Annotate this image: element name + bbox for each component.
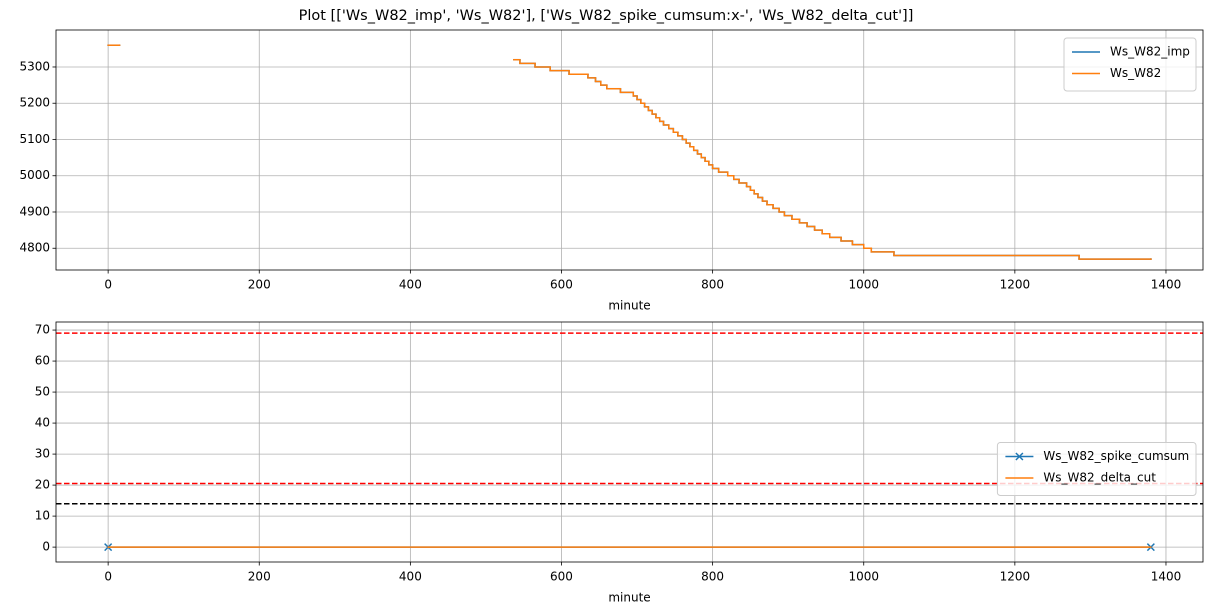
y-tick-label: 70 bbox=[35, 323, 50, 337]
legend-label: Ws_W82 bbox=[1110, 66, 1161, 80]
y-tick-label: 4800 bbox=[19, 241, 50, 255]
x-axis-label: minute bbox=[608, 299, 650, 313]
x-tick-label: 1400 bbox=[1151, 570, 1182, 584]
x-tick-label: 200 bbox=[248, 278, 271, 292]
y-tick-label: 4900 bbox=[19, 204, 50, 218]
x-tick-label: 1400 bbox=[1151, 278, 1182, 292]
x-tick-label: 1000 bbox=[848, 570, 879, 584]
axes-frame bbox=[55, 29, 1204, 271]
x-tick-label: 1200 bbox=[1000, 570, 1031, 584]
y-tick-label: 5100 bbox=[19, 132, 50, 146]
x-tick-label: 1000 bbox=[848, 278, 879, 292]
x-tick-label: 600 bbox=[550, 570, 573, 584]
y-tick-label: 5300 bbox=[19, 59, 50, 73]
x-tick-label: 200 bbox=[248, 570, 271, 584]
x-tick-label: 400 bbox=[399, 570, 422, 584]
legend: Ws_W82_spike_cumsum Ws_W82_delta_cut bbox=[996, 442, 1197, 496]
x-axis-label: minute bbox=[608, 591, 650, 605]
x-tick-label: 800 bbox=[701, 570, 724, 584]
legend: Ws_W82_imp Ws_W82 bbox=[1063, 37, 1197, 92]
x-tick-label: 0 bbox=[104, 278, 112, 292]
y-tick-label: 30 bbox=[35, 447, 50, 461]
plot-area bbox=[56, 332, 1203, 552]
legend-box bbox=[996, 442, 1197, 496]
y-tick-label: 40 bbox=[35, 416, 50, 430]
x-tick-label: 1200 bbox=[1000, 278, 1031, 292]
legend-label: Ws_W82_imp bbox=[1110, 45, 1190, 59]
y-tick-label: 50 bbox=[35, 385, 50, 399]
y-tick-label: 0 bbox=[42, 540, 50, 554]
y-tick-label: 20 bbox=[35, 478, 50, 492]
figure-title: Plot [['Ws_W82_imp', 'Ws_W82'], ['Ws_W82… bbox=[299, 8, 914, 24]
point bbox=[107, 546, 109, 548]
y-tick-label: 5200 bbox=[19, 96, 50, 110]
y-tick-label: 10 bbox=[35, 509, 50, 523]
plot-area bbox=[107, 44, 1152, 260]
x-tick-label: 600 bbox=[550, 278, 573, 292]
x-tick-label: 800 bbox=[701, 278, 724, 292]
axes-frame bbox=[55, 321, 1204, 563]
legend-label: Ws_W82_delta_cut bbox=[1043, 471, 1156, 485]
legend-label: Ws_W82_spike_cumsum bbox=[1043, 449, 1189, 463]
legend-marker bbox=[1015, 452, 1024, 461]
point bbox=[1150, 546, 1152, 548]
x-tick-label: 0 bbox=[104, 570, 112, 584]
y-tick-label: 60 bbox=[35, 354, 50, 368]
y-tick-label: 5000 bbox=[19, 168, 50, 182]
x-tick-label: 400 bbox=[399, 278, 422, 292]
